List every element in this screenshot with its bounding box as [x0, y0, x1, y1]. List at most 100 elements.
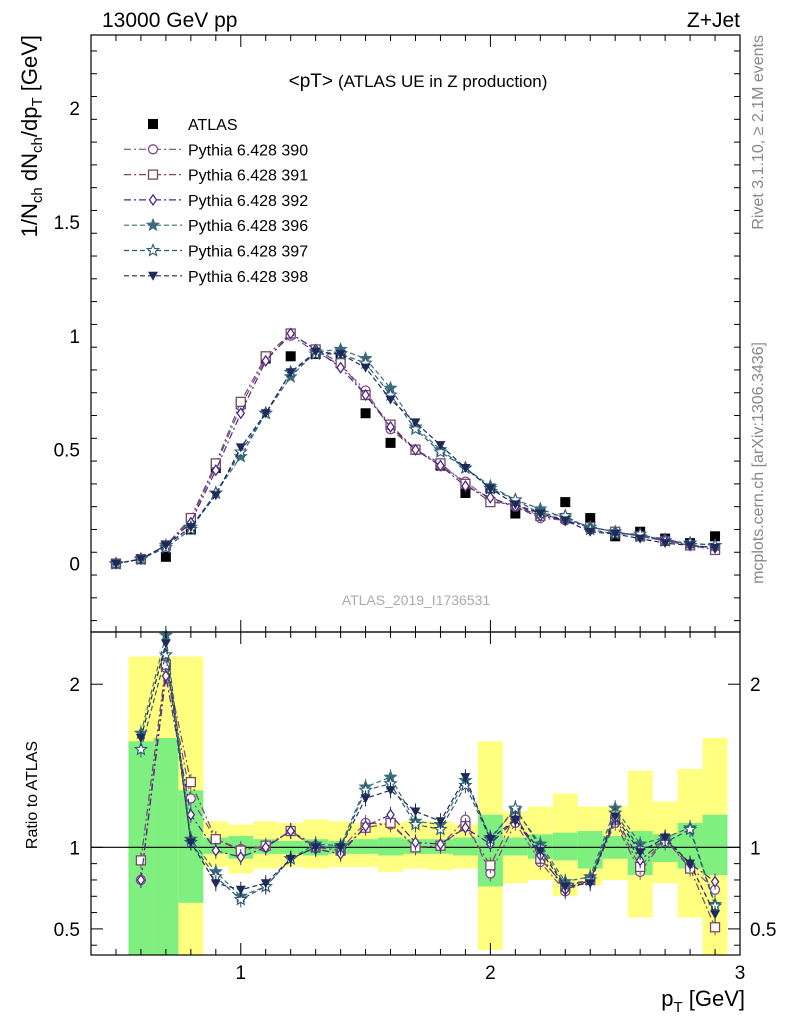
- data-point-pythia-6-428-398-4: [210, 491, 221, 501]
- uncertainty-band-inner: [353, 839, 379, 854]
- data-point-pythia-6-428-398-20: [610, 530, 621, 540]
- data-point-pythia-6-428-398-21: [635, 534, 646, 544]
- data-point-pythia-6-428-398-10: [360, 363, 371, 373]
- legend-marker-pythia-6-428-391: [147, 169, 159, 180]
- data-point-pythia-6-428-398-22: [660, 539, 671, 549]
- data-point-pythia-6-428-398-12: [410, 418, 421, 428]
- data-point-atlas-2: [160, 551, 171, 562]
- ratio-point-pythia-6-428-392-9: [361, 819, 370, 833]
- data-point-pythia-6-428-392-10: [361, 388, 370, 402]
- ratio-point-pythia-6-428-392-20: [635, 854, 645, 867]
- uncertainty-band-inner: [452, 837, 478, 856]
- legend-marker-pythia-6-428-397: [145, 242, 161, 257]
- uncertainty-band-inner: [702, 814, 728, 876]
- ratio-y-tick-label-right: 2: [750, 675, 761, 696]
- ratio-point-pythia-6-428-398-13: [460, 773, 471, 783]
- ratio-y-tick-label-right: 0.5: [750, 920, 776, 941]
- ratio-point-pythia-6-428-391-3: [210, 834, 221, 845]
- ratio-point-pythia-6-428-398-23: [710, 910, 721, 920]
- uncertainty-band-inner: [128, 741, 154, 955]
- data-point-atlas-14: [460, 488, 471, 499]
- x-tick-label: 3: [735, 963, 746, 984]
- legend-entry-pythia-6-428-397: Pythia 6.428 397: [124, 242, 308, 261]
- ratio-line-pythia-6-428-392: [140, 675, 716, 891]
- chart-title-main: <pT>: [289, 71, 333, 92]
- legend-entry-pythia-6-428-390: Pythia 6.428 390: [124, 142, 308, 159]
- series-line-pythia-6-428-398: [115, 351, 716, 565]
- ratio-point-pythia-6-428-398-17: [560, 882, 571, 892]
- y-tick-label: 2: [69, 99, 80, 120]
- ratio-point-pythia-6-428-397-0: [133, 741, 149, 756]
- ratio-y-tick-label: 2: [69, 675, 80, 696]
- ratio-point-pythia-6-428-398-7: [310, 843, 321, 853]
- legend-marker-pythia-6-428-398: [148, 271, 158, 281]
- series-pythia-6-428-398: [110, 347, 721, 569]
- ratio-y-tick-label: 0.5: [54, 920, 80, 941]
- ratio-point-pythia-6-428-398-11: [410, 807, 421, 817]
- chart-title-sub: (ATLAS UE in Z production): [338, 72, 547, 91]
- ratio-point-pythia-6-428-391-23: [709, 922, 721, 933]
- ratio-point-pythia-6-428-397-11: [408, 816, 423, 831]
- uncertainty-band-inner: [153, 738, 179, 955]
- ratio-data-layer: [133, 627, 723, 936]
- ratio-point-pythia-6-428-398-15: [510, 815, 521, 825]
- uncertainty-band-inner: [552, 832, 578, 861]
- ratio-point-pythia-6-428-398-6: [285, 854, 296, 864]
- data-point-pythia-6-428-392-11: [386, 420, 395, 434]
- data-point-pythia-6-428-398-2: [160, 541, 171, 551]
- legend-label-pythia-6-428-397: Pythia 6.428 397: [188, 244, 308, 261]
- ratio-point-pythia-6-428-398-14: [485, 835, 496, 845]
- data-point-pythia-6-428-392-13: [436, 459, 445, 472]
- uncertainty-band-inner: [502, 837, 528, 856]
- legend-marker-pythia-6-428-390: [147, 144, 159, 155]
- legend-label-pythia-6-428-398: Pythia 6.428 398: [188, 269, 308, 286]
- data-point-pythia-6-428-398-8: [310, 347, 321, 357]
- legend-label-pythia-6-428-391: Pythia 6.428 391: [188, 168, 308, 185]
- ratio-point-pythia-6-428-398-8: [335, 843, 346, 853]
- ratio-point-pythia-6-428-392-1: [161, 669, 171, 683]
- ratio-point-pythia-6-428-398-18: [585, 879, 596, 889]
- ratio-point-pythia-6-428-392-0: [136, 873, 146, 887]
- chart-title: <pT> (ATLAS UE in Z production): [289, 71, 548, 92]
- header-right: Z+Jet: [687, 9, 740, 32]
- y-tick-label: 0.5: [54, 441, 80, 462]
- data-point-atlas-7: [285, 351, 296, 362]
- data-point-pythia-6-428-398-7: [285, 368, 296, 378]
- data-point-pythia-6-428-392-7: [286, 327, 295, 340]
- ratio-point-pythia-6-428-392-12: [436, 837, 445, 851]
- legend-label-atlas: ATLAS: [188, 117, 238, 134]
- ratio-point-pythia-6-428-398-19: [610, 812, 621, 822]
- x-tick-label: 2: [485, 963, 496, 984]
- ratio-point-pythia-6-428-398-5: [260, 879, 271, 889]
- ratio-point-pythia-6-428-392-4: [236, 850, 246, 864]
- y-axis-label: 1/Nch dNch/dpT [GeV]: [17, 35, 46, 237]
- data-point-pythia-6-428-398-19: [585, 527, 596, 537]
- data-point-pythia-6-428-391-5: [235, 396, 246, 408]
- ratio-line-pythia-6-428-396: [140, 635, 716, 905]
- data-point-pythia-6-428-398-17: [535, 509, 546, 519]
- series-line-pythia-6-428-396: [115, 348, 716, 565]
- data-point-pythia-6-428-398-23: [685, 541, 696, 551]
- legend-label-pythia-6-428-396: Pythia 6.428 396: [188, 218, 308, 235]
- data-point-pythia-6-428-398-11: [385, 395, 396, 405]
- data-point-pythia-6-428-398-9: [335, 350, 346, 360]
- data-point-pythia-6-428-398-6: [260, 409, 271, 419]
- data-point-atlas-11: [385, 437, 396, 448]
- rivet-version-text: Rivet 3.1.10, ≥ 2.1M events: [750, 35, 767, 230]
- data-point-pythia-6-428-397-12: [408, 421, 423, 436]
- data-point-pythia-6-428-392-12: [411, 443, 420, 456]
- legend-entry-pythia-6-428-396: Pythia 6.428 396: [124, 217, 308, 235]
- ratio-point-pythia-6-428-392-5: [261, 841, 271, 854]
- ratio-point-pythia-6-428-391-14: [485, 860, 496, 871]
- ratio-point-pythia-6-428-392-3: [211, 844, 221, 857]
- uncertainty-band-inner: [378, 837, 404, 856]
- data-point-atlas-18: [560, 497, 571, 508]
- series-pythia-6-428-397: [108, 346, 723, 570]
- ratio-series-pythia-6-428-398: [135, 635, 721, 923]
- ratio-point-pythia-6-428-397-4: [233, 892, 248, 906]
- ratio-point-pythia-6-428-391-2: [185, 776, 196, 788]
- data-point-pythia-6-428-398-18: [560, 516, 571, 526]
- data-point-pythia-6-428-392-14: [461, 480, 470, 493]
- data-point-atlas-19: [585, 513, 596, 524]
